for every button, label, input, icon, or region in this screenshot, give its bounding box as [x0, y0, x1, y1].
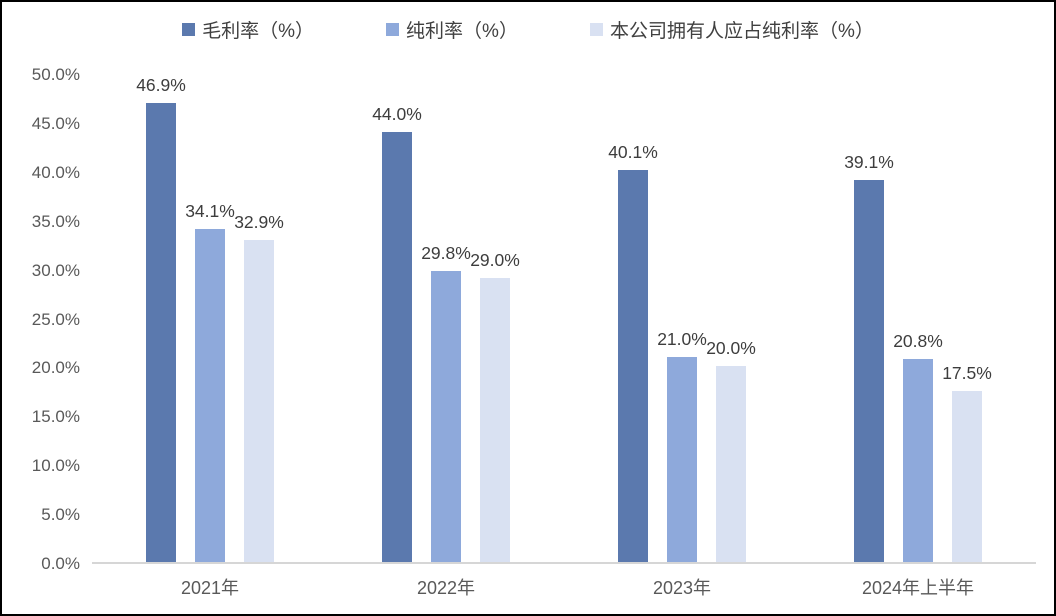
- x-axis-label: 2023年: [652, 578, 712, 598]
- plot-area: 46.9% 34.1% 32.9% 44.0% 29.8% 29.0% 40.1% 21.0%…: [92, 75, 1036, 564]
- bar-series-2: 21.0%: [657, 329, 707, 562]
- legend-label: 毛利率（%）: [202, 21, 315, 42]
- value-label: 34.1%: [185, 200, 235, 221]
- bar-series-1: 40.1%: [608, 142, 658, 562]
- value-label: 29.8%: [421, 242, 471, 263]
- value-label: 20.8%: [893, 330, 943, 351]
- legend-swatch-icon: [386, 23, 400, 36]
- y-axis-tick-label: 5.0%: [41, 505, 80, 525]
- y-axis-tick-label: 45.0%: [31, 113, 80, 133]
- x-axis-label: 2021年: [180, 578, 240, 598]
- bar-series-2: 20.8%: [893, 331, 943, 562]
- legend-item: 纯利率（%）: [386, 16, 518, 43]
- bar-series-3: 29.0%: [470, 250, 520, 562]
- chart-legend: 毛利率（%） 纯利率（%） 本公司拥有人应占纯利率（%）: [2, 16, 1054, 43]
- legend-item: 毛利率（%）: [182, 16, 314, 43]
- value-label: 21.0%: [657, 328, 707, 349]
- bar-group: 40.1% 21.0% 20.0%: [564, 75, 800, 562]
- bar-series-1: 39.1%: [844, 152, 894, 562]
- legend-label: 本公司拥有人应占纯利率（%）: [609, 21, 874, 42]
- y-axis-tick-label: 20.0%: [31, 358, 80, 378]
- bar-group: 39.1% 20.8% 17.5%: [800, 75, 1036, 562]
- legend-swatch-icon: [182, 23, 196, 36]
- bar-group: 46.9% 34.1% 32.9%: [92, 75, 328, 562]
- bar-series-1: 44.0%: [372, 104, 422, 562]
- bar-series-2: 29.8%: [421, 243, 471, 562]
- legend-swatch-icon: [589, 23, 603, 36]
- legend-label: 纯利率（%）: [406, 21, 518, 42]
- y-axis-tick-label: 15.0%: [31, 407, 80, 427]
- legend-item: 本公司拥有人应占纯利率（%）: [589, 16, 874, 43]
- y-axis-tick-label: 25.0%: [31, 309, 80, 329]
- value-label: 17.5%: [942, 362, 992, 383]
- value-label: 20.0%: [706, 338, 756, 359]
- x-axis-label: 2024年上半年: [861, 578, 975, 598]
- bar-series-2: 34.1%: [185, 201, 235, 562]
- value-label: 32.9%: [234, 212, 284, 233]
- y-axis: 0.0% 5.0% 10.0% 15.0% 20.0% 25.0% 30.0% 35.0% 40…: [2, 65, 86, 573]
- value-label: 40.1%: [608, 141, 658, 162]
- bar-series-3: 32.9%: [234, 212, 284, 562]
- bar-series-3: 20.0%: [706, 338, 756, 562]
- value-label: 44.0%: [372, 103, 422, 124]
- bar-group: 44.0% 29.8% 29.0%: [328, 75, 564, 562]
- value-label: 46.9%: [136, 75, 186, 96]
- value-label: 29.0%: [470, 250, 520, 271]
- y-axis-tick-label: 35.0%: [31, 211, 80, 231]
- x-axis: 2021年 2022年 2023年 2024年上半年: [92, 574, 1036, 600]
- y-axis-tick-label: 50.0%: [31, 65, 80, 84]
- y-axis-tick-label: 10.0%: [31, 456, 80, 476]
- value-label: 39.1%: [844, 151, 894, 172]
- y-axis-tick-label: 30.0%: [31, 260, 80, 280]
- y-axis-tick-label: 0.0%: [41, 554, 80, 573]
- x-axis-label: 2022年: [416, 578, 476, 598]
- bar-series-1: 46.9%: [136, 75, 186, 562]
- y-axis-tick-label: 40.0%: [31, 162, 80, 182]
- bar-series-3: 17.5%: [942, 363, 992, 562]
